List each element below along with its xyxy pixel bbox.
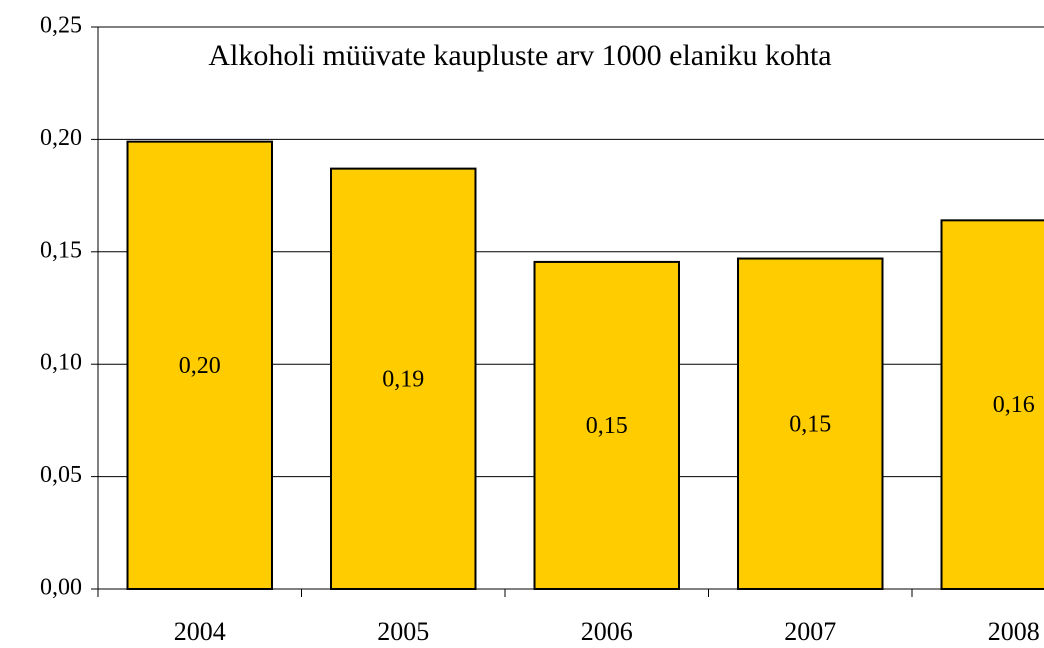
y-tick-label: 0,00 (40, 575, 82, 601)
bar (330, 167, 477, 590)
y-tick-label: 0,25 (40, 13, 82, 39)
bar (533, 260, 680, 590)
chart-title: Alkoholi müüvate kaupluste arv 1000 elan… (208, 39, 831, 72)
value-label: 0,16 (993, 392, 1035, 418)
x-tick-label: 2008 (988, 617, 1040, 646)
y-tick-label: 0,10 (40, 350, 82, 376)
value-label: 0,15 (586, 413, 628, 439)
y-tick-label: 0,20 (40, 125, 82, 151)
value-label: 0,15 (789, 411, 831, 437)
y-tick-label: 0,15 (40, 237, 82, 263)
x-tick-label: 2006 (581, 617, 633, 646)
bar (126, 140, 273, 590)
value-label: 0,19 (382, 366, 424, 392)
x-tick-label: 2004 (174, 617, 226, 646)
y-tick-label: 0,05 (40, 462, 82, 488)
x-tick-label: 2005 (377, 617, 429, 646)
bar (737, 257, 884, 590)
x-tick-label: 2007 (784, 617, 836, 646)
bar (940, 219, 1044, 590)
value-label: 0,20 (179, 353, 221, 379)
